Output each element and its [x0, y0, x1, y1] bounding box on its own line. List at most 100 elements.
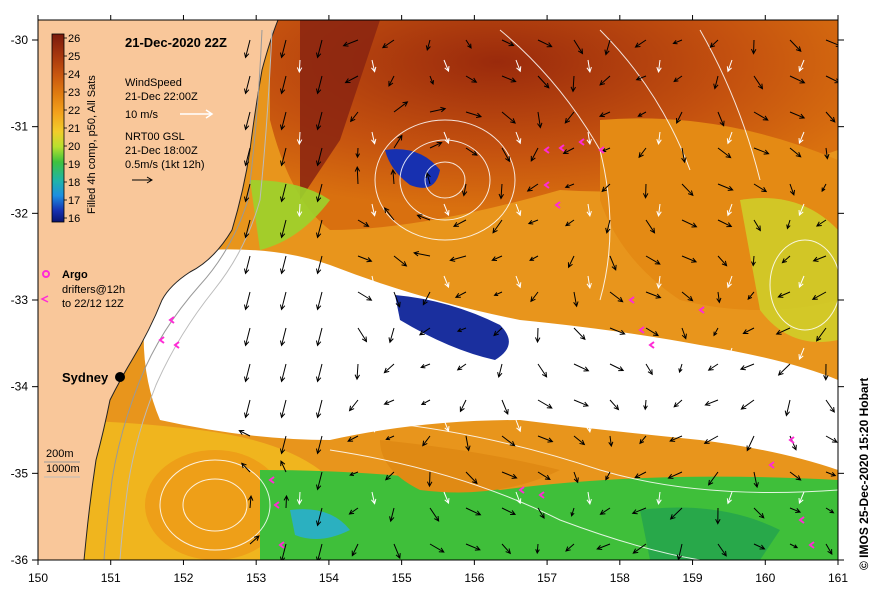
wind-arrow [296, 203, 303, 218]
colorbar-label: Filled 4h comp, p50, All Sats [86, 75, 98, 214]
current-arrow [534, 327, 541, 344]
current-arrow [350, 111, 359, 123]
current-arrow [420, 363, 431, 369]
current-arrow [672, 39, 683, 45]
wind-arrow [371, 347, 377, 361]
current-arrow [707, 471, 719, 486]
current-arrow [573, 435, 586, 446]
current-arrow [429, 543, 445, 553]
colorbar-tick-label: 17 [68, 195, 80, 207]
wind-arrow [371, 59, 377, 73]
colorbar-ticks: 26 25 24 23 22 21 20 19 18 17 16 [64, 33, 80, 225]
teal-patch [290, 509, 350, 539]
current-arrow [609, 327, 626, 335]
colorbar-tick-label: 18 [68, 177, 80, 189]
current-arrow [388, 327, 395, 344]
current-arrow [393, 291, 401, 308]
current-arrow [717, 543, 727, 557]
current-arrow [530, 147, 539, 162]
current-arrow [383, 207, 395, 221]
current-arrow [465, 75, 478, 83]
current-arrow [567, 255, 575, 269]
current-arrow [279, 147, 287, 167]
drifter-track [808, 541, 815, 549]
x-tick-label: 159 [683, 571, 703, 585]
current-arrow [279, 219, 287, 239]
current-arrow [501, 147, 510, 163]
current-arrow [497, 363, 503, 379]
city-marker-icon [115, 372, 125, 382]
current-arrow [315, 471, 323, 491]
current-arrow [747, 291, 755, 300]
wind-arrow [656, 59, 662, 73]
current-legend-scale: 0.5m/s (1kt 12h) [125, 159, 204, 171]
current-arrow [717, 147, 732, 159]
map-title: 21-Dec-2020 22Z [125, 35, 227, 50]
drifter-track [518, 486, 525, 494]
wind-arrow [371, 131, 377, 145]
current-arrow [393, 255, 408, 267]
x-tick-label: 155 [392, 571, 412, 585]
current-arrow [315, 543, 323, 560]
current-arrow [825, 111, 836, 123]
current-arrow [605, 471, 611, 481]
y-tick-label: -31 [11, 120, 29, 134]
current-arrow [418, 327, 431, 336]
current-arrow [413, 251, 431, 257]
current-arrow [383, 363, 395, 374]
colorbar-tick-label: 16 [68, 213, 80, 225]
colorbar-tick-label: 20 [68, 141, 80, 153]
colorbar-tick-label: 21 [68, 123, 80, 135]
drifter-track [798, 516, 805, 524]
current-arrow [527, 219, 539, 225]
current-arrow [645, 363, 653, 376]
current-arrow [249, 535, 260, 545]
wind-arrow [515, 131, 522, 145]
current-arrow [825, 39, 838, 47]
vector-layer [158, 39, 838, 560]
x-tick-label: 156 [464, 571, 484, 585]
current-arrow [461, 183, 468, 197]
current-arrow [315, 255, 323, 275]
current-arrow [565, 543, 575, 552]
wind-arrow [443, 275, 450, 289]
wind-arrow [798, 59, 805, 73]
current-arrow [637, 111, 647, 117]
y-tick-label: -36 [11, 553, 29, 567]
colorbar-tick-label: 23 [68, 87, 80, 99]
current-arrow [746, 435, 755, 452]
current-arrow [596, 543, 611, 551]
current-arrow [279, 291, 287, 311]
current-arrow [609, 363, 625, 372]
current-arrow [715, 507, 721, 525]
south-orange-tongue [380, 440, 560, 493]
current-arrow [753, 147, 770, 155]
current-arrow [789, 111, 806, 119]
current-arrow [669, 435, 683, 442]
wind-arrow [586, 59, 592, 73]
current-arrow [501, 111, 516, 124]
x-tick-label: 151 [101, 571, 121, 585]
wind-arrow [296, 419, 303, 434]
wind-arrow [656, 275, 662, 289]
current-arrow [825, 435, 838, 443]
wind-arrow [798, 491, 805, 505]
wind-arrow [726, 59, 733, 73]
wind-arrow [726, 347, 733, 361]
drifter-track [648, 341, 655, 349]
current-arrow [425, 172, 431, 185]
green-coast [250, 180, 330, 250]
plot-frame [37, 19, 839, 561]
current-arrow [247, 494, 254, 509]
current-arrow [456, 327, 467, 333]
current-arrow [420, 399, 431, 405]
current-arrow [753, 111, 769, 121]
current-arrow [501, 39, 515, 47]
y-tick-label: -30 [11, 33, 29, 47]
wind-arrow [586, 419, 592, 433]
colorbar-tick-label: 25 [68, 51, 80, 63]
x-tick-label: 154 [319, 571, 339, 585]
current-arrow [357, 291, 373, 301]
drifter-track [278, 541, 285, 549]
current-arrow [609, 291, 624, 303]
